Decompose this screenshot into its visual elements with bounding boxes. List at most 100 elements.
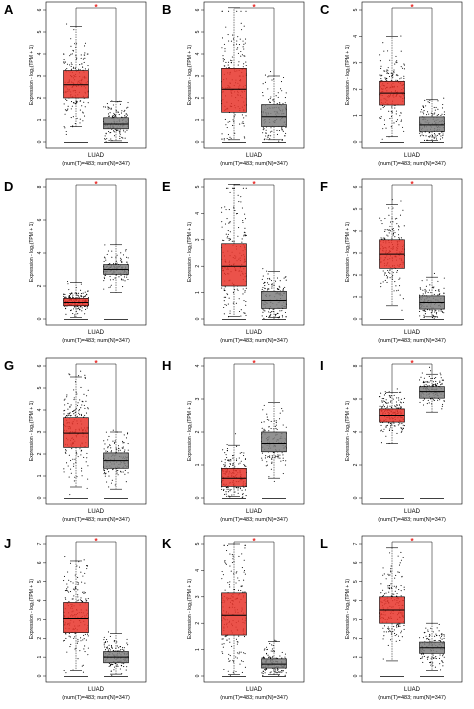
data-point <box>397 79 399 81</box>
data-point <box>434 112 436 114</box>
data-point <box>105 259 107 261</box>
data-point <box>387 626 389 628</box>
data-point <box>66 23 68 25</box>
data-point <box>398 564 401 566</box>
data-point <box>428 113 430 115</box>
data-point <box>382 106 384 109</box>
x-axis-sublabel: (num(T)=483; num(N)=347) <box>62 161 130 167</box>
data-point <box>87 53 89 55</box>
data-point <box>70 38 72 40</box>
data-point <box>245 115 247 117</box>
data-point <box>267 99 270 101</box>
data-point <box>234 114 236 116</box>
data-point <box>222 239 224 241</box>
data-point <box>281 407 283 410</box>
data-point <box>104 257 106 259</box>
y-tick-label: 1 <box>195 291 201 294</box>
data-point <box>436 634 438 636</box>
data-point <box>127 432 129 434</box>
data-point <box>433 106 435 108</box>
data-point <box>69 590 72 593</box>
data-point <box>109 263 111 265</box>
data-point <box>118 114 120 116</box>
data-point <box>62 640 65 642</box>
data-point <box>223 288 225 290</box>
data-point <box>84 572 86 574</box>
data-point <box>403 397 405 400</box>
data-point <box>81 581 83 583</box>
plot-frame <box>203 357 305 505</box>
y-tick-label: 6 <box>353 561 359 564</box>
data-point <box>275 422 277 424</box>
data-point <box>243 122 245 125</box>
data-point <box>225 26 227 28</box>
data-point <box>397 635 400 637</box>
data-point <box>431 377 434 379</box>
data-point <box>83 404 85 406</box>
data-point <box>227 459 229 461</box>
data-point <box>109 649 111 651</box>
data-point <box>127 449 129 451</box>
data-point <box>107 446 109 448</box>
data-point <box>238 44 240 46</box>
data-point <box>403 225 405 227</box>
data-point <box>435 313 437 315</box>
data-point <box>63 639 65 642</box>
data-point <box>380 282 382 284</box>
data-point <box>388 76 391 78</box>
data-point <box>120 278 123 280</box>
data-point <box>83 101 85 103</box>
data-point <box>116 262 118 264</box>
data-point <box>123 663 125 665</box>
data-point <box>245 64 247 67</box>
data-point <box>394 425 396 427</box>
data-point <box>400 237 402 239</box>
data-point <box>391 106 393 108</box>
data-point <box>436 384 438 386</box>
data-point <box>395 585 397 587</box>
data-point <box>435 106 437 109</box>
data-point <box>242 121 244 123</box>
y-tick-label: 5 <box>353 580 359 583</box>
data-point <box>439 640 441 642</box>
data-point <box>223 139 225 141</box>
data-point <box>221 47 223 49</box>
data-point <box>65 296 67 298</box>
data-point <box>235 460 238 462</box>
data-point <box>114 277 116 279</box>
data-point <box>122 137 124 139</box>
data-point <box>389 230 392 232</box>
data-point <box>277 455 280 457</box>
data-point <box>224 48 226 50</box>
data-point <box>68 295 70 297</box>
data-point <box>221 460 223 462</box>
data-point <box>224 636 226 638</box>
data-point <box>398 589 400 591</box>
data-point <box>73 413 75 415</box>
data-point <box>237 36 239 38</box>
data-point <box>390 639 392 641</box>
data-point <box>388 591 390 593</box>
y-tick-label: 1 <box>37 118 43 121</box>
data-point <box>431 286 434 288</box>
data-point <box>225 635 227 637</box>
data-point <box>231 562 233 564</box>
data-point <box>388 232 390 234</box>
data-point <box>401 309 403 311</box>
data-point <box>437 114 440 116</box>
y-axis-label: Expression - log₂(TPM + 1) <box>345 579 351 639</box>
data-point <box>63 468 65 470</box>
data-point <box>403 64 405 66</box>
data-point <box>380 75 382 77</box>
data-point <box>77 589 79 591</box>
data-point <box>264 74 267 76</box>
data-point <box>103 473 105 475</box>
data-point <box>67 408 69 410</box>
data-point <box>84 42 87 44</box>
data-point <box>232 124 234 126</box>
data-point <box>67 414 69 416</box>
data-point <box>107 113 110 115</box>
data-point <box>108 475 110 477</box>
data-point <box>225 563 227 565</box>
data-point <box>277 457 279 459</box>
